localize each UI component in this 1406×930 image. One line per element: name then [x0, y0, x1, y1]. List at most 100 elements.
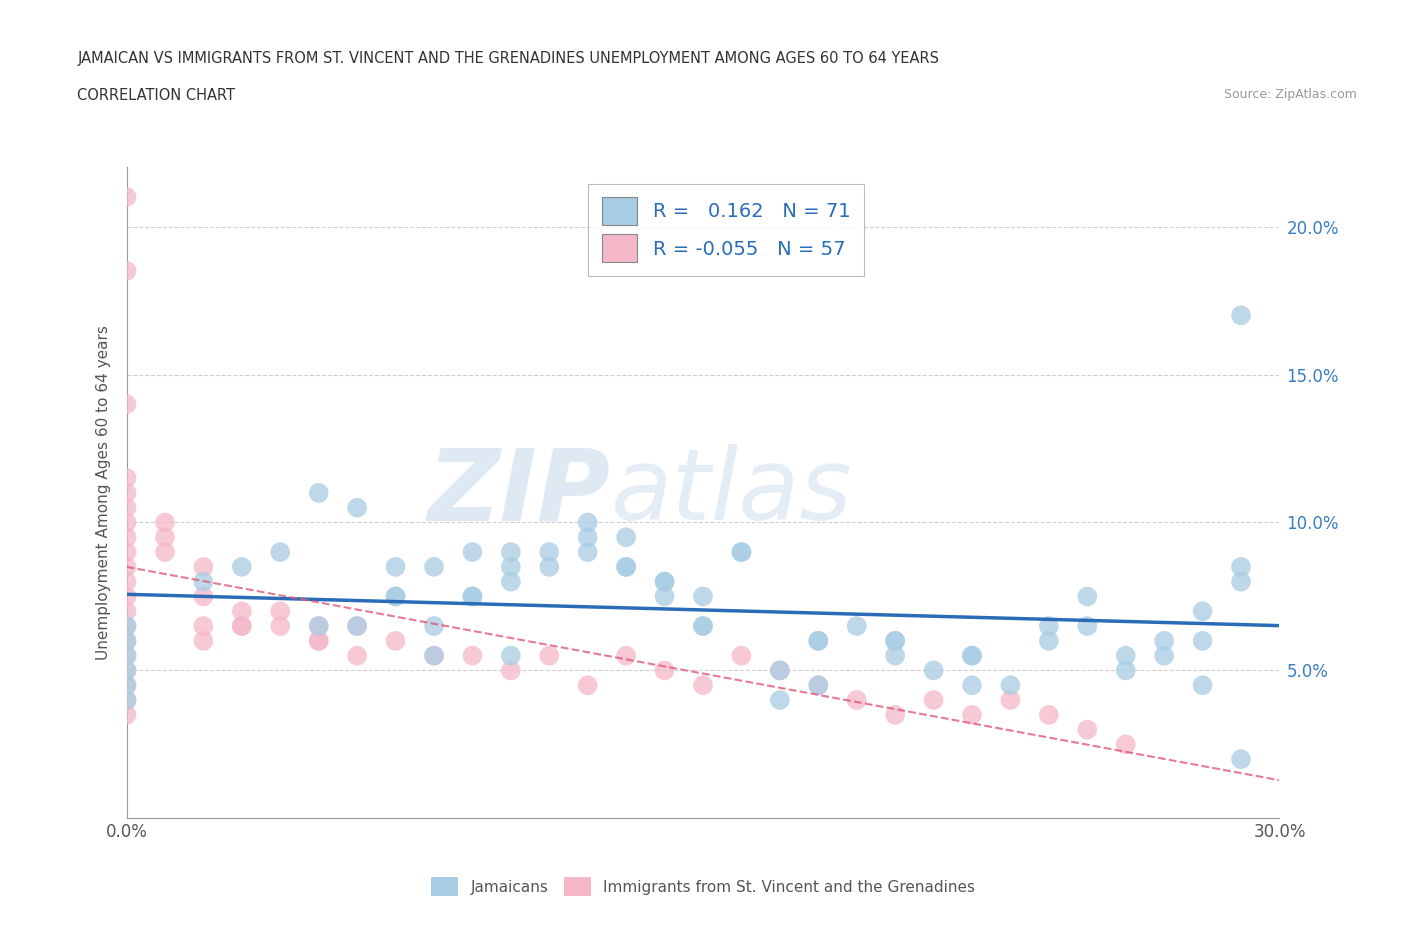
Point [1191, 633, 1213, 648]
Point [346, 618, 368, 633]
Point [576, 545, 599, 560]
Point [423, 648, 446, 663]
Point [346, 648, 368, 663]
Point [231, 604, 253, 618]
Point [1230, 560, 1253, 575]
Point [115, 633, 138, 648]
Point [1115, 648, 1137, 663]
Point [115, 693, 138, 708]
Point [231, 618, 253, 633]
Point [769, 693, 792, 708]
Point [308, 618, 330, 633]
Point [960, 708, 983, 723]
Point [115, 530, 138, 545]
Text: CORRELATION CHART: CORRELATION CHART [77, 88, 235, 103]
Point [308, 633, 330, 648]
Point [231, 618, 253, 633]
Point [1230, 751, 1253, 766]
Point [499, 545, 522, 560]
Point [845, 618, 868, 633]
Point [807, 678, 830, 693]
Point [499, 648, 522, 663]
Point [115, 515, 138, 530]
Point [384, 633, 406, 648]
Point [730, 545, 752, 560]
Text: Source: ZipAtlas.com: Source: ZipAtlas.com [1223, 88, 1357, 101]
Point [884, 648, 907, 663]
Point [730, 648, 752, 663]
Point [922, 693, 945, 708]
Point [115, 648, 138, 663]
Point [769, 663, 792, 678]
Point [115, 397, 138, 412]
Point [115, 263, 138, 278]
Point [1153, 633, 1175, 648]
Point [1076, 618, 1098, 633]
Point [461, 589, 484, 604]
Point [115, 663, 138, 678]
Point [576, 530, 599, 545]
Point [576, 515, 599, 530]
Point [654, 663, 676, 678]
Point [960, 648, 983, 663]
Point [884, 708, 907, 723]
Point [115, 545, 138, 560]
Point [807, 633, 830, 648]
Point [1076, 589, 1098, 604]
Point [308, 633, 330, 648]
Point [115, 708, 138, 723]
Point [1038, 708, 1060, 723]
Point [922, 663, 945, 678]
Point [884, 633, 907, 648]
Point [115, 574, 138, 589]
Point [115, 604, 138, 618]
Point [538, 545, 561, 560]
Point [807, 633, 830, 648]
Point [153, 515, 176, 530]
Point [654, 589, 676, 604]
Point [461, 589, 484, 604]
Point [1115, 737, 1137, 751]
Point [1076, 723, 1098, 737]
Point [193, 633, 215, 648]
Point [461, 545, 484, 560]
Point [1191, 678, 1213, 693]
Point [384, 560, 406, 575]
Point [614, 560, 637, 575]
Text: JAMAICAN VS IMMIGRANTS FROM ST. VINCENT AND THE GRENADINES UNEMPLOYMENT AMONG AG: JAMAICAN VS IMMIGRANTS FROM ST. VINCENT … [77, 51, 939, 66]
Point [461, 648, 484, 663]
Point [960, 678, 983, 693]
Point [692, 678, 714, 693]
Point [308, 618, 330, 633]
Point [115, 678, 138, 693]
Point [269, 604, 291, 618]
Point [692, 589, 714, 604]
Point [153, 530, 176, 545]
Point [654, 574, 676, 589]
Point [115, 693, 138, 708]
Point [308, 485, 330, 500]
Point [960, 648, 983, 663]
Point [193, 560, 215, 575]
Text: ZIP: ZIP [427, 445, 610, 541]
Point [884, 633, 907, 648]
Point [499, 560, 522, 575]
Point [384, 589, 406, 604]
Point [193, 618, 215, 633]
Point [115, 663, 138, 678]
Point [1000, 678, 1022, 693]
Point [692, 618, 714, 633]
Point [730, 545, 752, 560]
Point [1230, 308, 1253, 323]
Point [807, 678, 830, 693]
Point [423, 560, 446, 575]
Point [423, 648, 446, 663]
Point [115, 633, 138, 648]
Point [1038, 618, 1060, 633]
Point [1191, 604, 1213, 618]
Point [654, 574, 676, 589]
Point [153, 545, 176, 560]
Point [692, 618, 714, 633]
Point [115, 190, 138, 205]
Point [499, 663, 522, 678]
